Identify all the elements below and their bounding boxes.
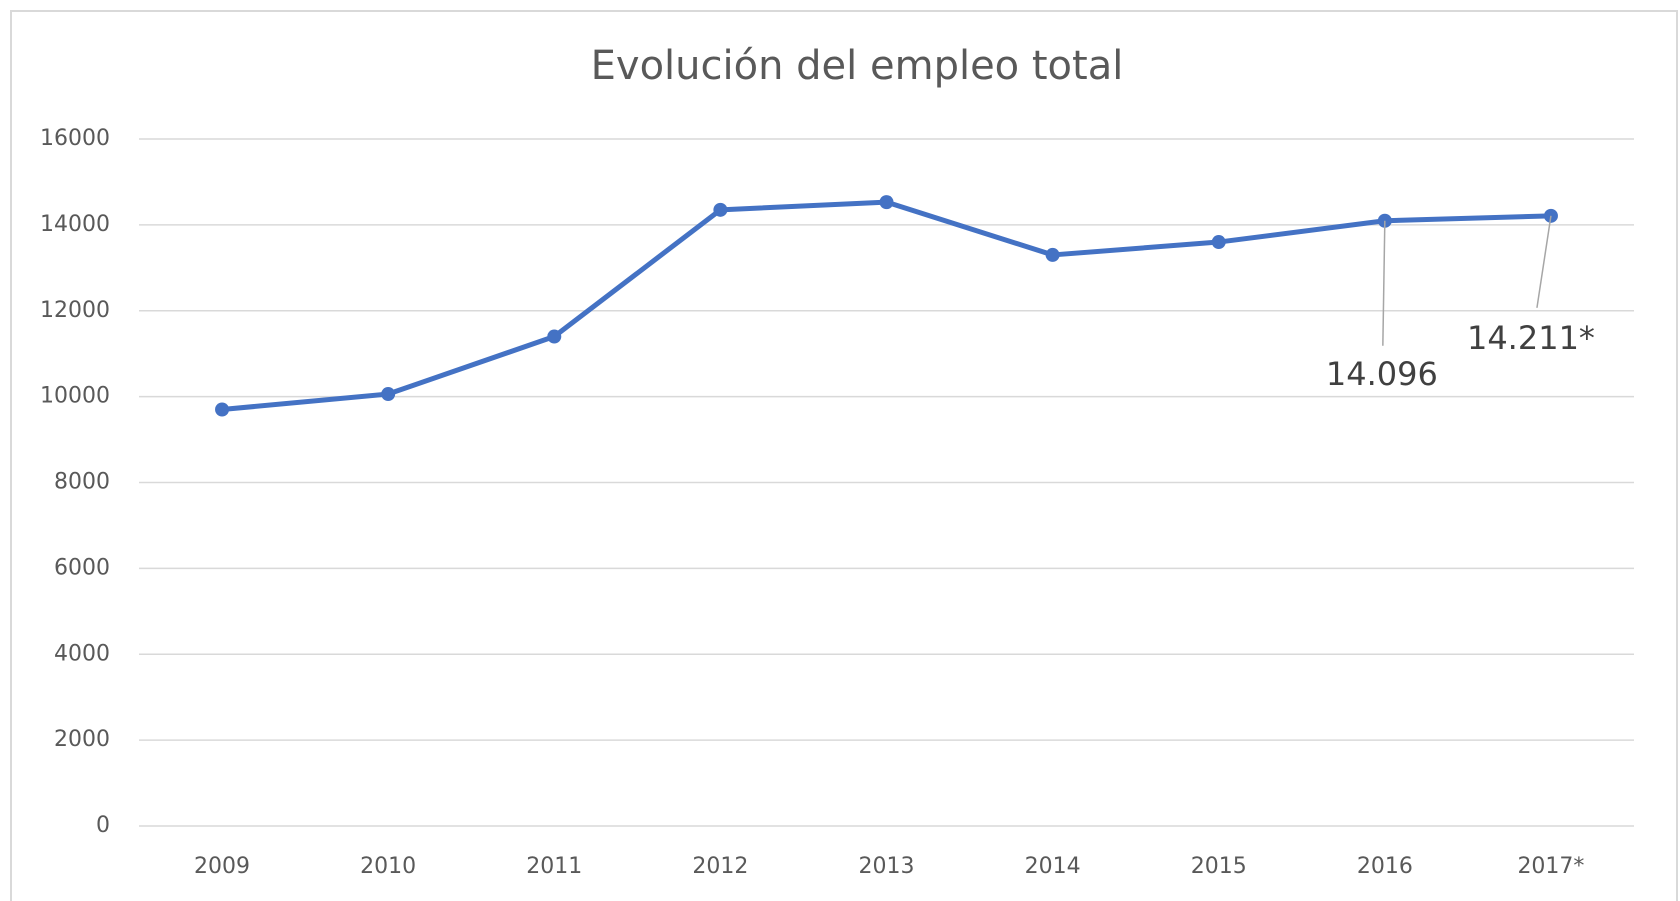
y-tick-label: 12000 xyxy=(40,298,110,323)
data-point xyxy=(381,387,396,402)
leader-line xyxy=(1536,215,1552,308)
data-point xyxy=(1211,235,1226,250)
x-tick-label: 2015 xyxy=(1191,854,1247,879)
leader-line xyxy=(1382,220,1386,346)
chart-title: Evolución del empleo total xyxy=(591,43,1124,89)
x-tick-label: 2014 xyxy=(1025,854,1081,879)
x-tick-label: 2010 xyxy=(360,854,416,879)
y-tick-label: 0 xyxy=(96,813,110,838)
y-tick-label: 8000 xyxy=(54,470,110,495)
data-point xyxy=(879,195,894,210)
y-tick-label: 10000 xyxy=(40,384,110,409)
chart-frame xyxy=(10,10,1678,901)
x-tick-label: 2009 xyxy=(194,854,250,879)
data-point xyxy=(713,202,728,217)
y-tick-label: 16000 xyxy=(40,126,110,151)
data-point xyxy=(1045,247,1060,262)
x-tick-label: 2017* xyxy=(1517,854,1584,879)
data-label: 14.211* xyxy=(1467,319,1595,357)
x-tick-label: 2013 xyxy=(859,854,915,879)
x-tick-label: 2012 xyxy=(692,854,748,879)
y-tick-label: 2000 xyxy=(54,727,110,752)
y-tick-label: 4000 xyxy=(54,641,110,666)
x-tick-label: 2011 xyxy=(526,854,582,879)
data-label: 14.096 xyxy=(1326,355,1438,393)
data-point xyxy=(215,402,230,417)
y-tick-label: 6000 xyxy=(54,555,110,580)
y-tick-label: 14000 xyxy=(40,212,110,237)
data-point xyxy=(547,329,562,344)
x-tick-label: 2016 xyxy=(1357,854,1413,879)
